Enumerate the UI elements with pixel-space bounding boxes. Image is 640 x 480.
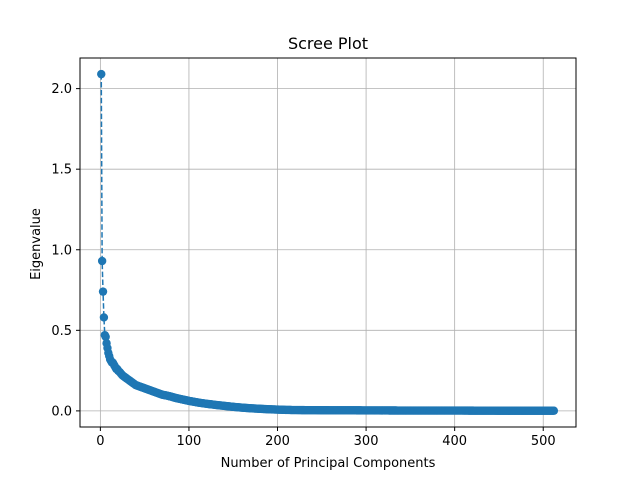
data-series: [97, 69, 559, 415]
y-tick-label: 2.0: [51, 82, 72, 97]
data-point: [99, 313, 109, 322]
data-point: [97, 256, 107, 266]
grid-lines: [80, 58, 576, 427]
x-tick-label: 0: [96, 434, 104, 449]
x-tick-label: 200: [265, 434, 290, 449]
y-axis-title: Eigenvalue: [29, 208, 44, 280]
x-tick-label: 400: [442, 434, 467, 449]
data-point: [97, 69, 106, 79]
data-point: [98, 287, 108, 296]
y-tick-label: 0.0: [51, 404, 72, 419]
axes-frame: [79, 57, 577, 428]
y-tick-label: 0.5: [51, 324, 72, 339]
y-tick-label: 1.5: [51, 163, 72, 178]
x-axis-title: Number of Principal Components: [221, 456, 436, 471]
x-tick-label: 300: [354, 434, 379, 449]
axis-ticks: 0 100 200 300 400 500 0.0 0.5 1.0 1.5 2.0: [51, 82, 555, 449]
x-tick-label: 500: [531, 434, 556, 449]
y-tick-label: 1.0: [51, 243, 72, 258]
data-point: [549, 406, 559, 415]
data-point: [101, 332, 110, 341]
chart-title: Scree Plot: [288, 34, 368, 53]
x-tick-label: 100: [177, 434, 202, 449]
